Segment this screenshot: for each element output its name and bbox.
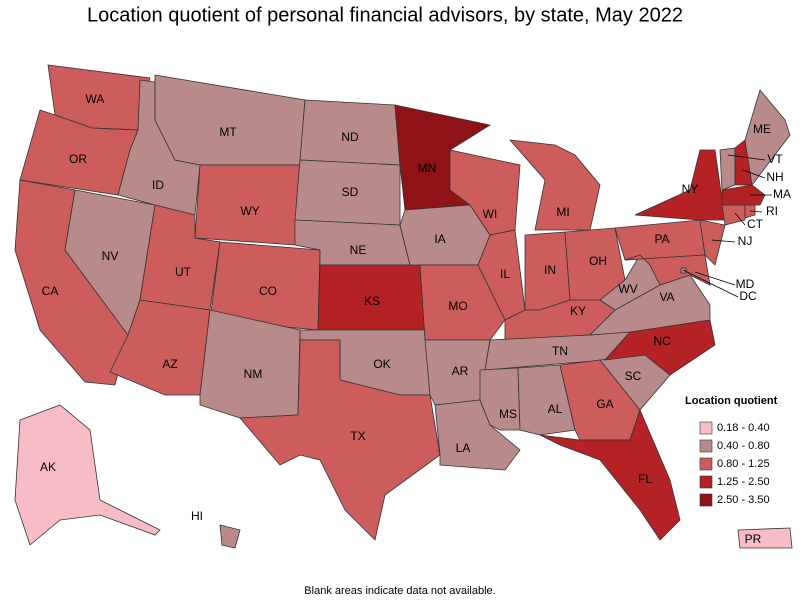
state-label: DC bbox=[739, 289, 757, 303]
state-label: OH bbox=[589, 254, 607, 268]
legend-swatch bbox=[699, 421, 713, 435]
state-label: CO bbox=[259, 284, 277, 298]
state-label: ME bbox=[753, 122, 771, 136]
state-label: FL bbox=[638, 472, 652, 486]
state bbox=[154, 74, 306, 166]
state-label: NJ bbox=[738, 234, 753, 248]
state-label: NH bbox=[766, 170, 783, 184]
state-label: IN bbox=[544, 263, 556, 277]
legend-label: 0.80 - 1.25 bbox=[717, 458, 770, 470]
state-label: KY bbox=[570, 304, 586, 318]
footnote: Blank areas indicate data not available. bbox=[304, 585, 495, 597]
state-labels: WA OR CA NV ID MT WY UT AZ CO NM ND SD NE KS OK TX MN IA MO… bbox=[40, 92, 791, 546]
state-label: NV bbox=[102, 249, 119, 263]
state-label: WA bbox=[86, 92, 105, 106]
state-label: CA bbox=[42, 284, 59, 298]
state bbox=[219, 524, 241, 549]
leader-line bbox=[734, 212, 746, 226]
state bbox=[14, 404, 161, 546]
state-label: PR bbox=[745, 532, 762, 546]
state-label: OK bbox=[373, 357, 390, 371]
state-label: NM bbox=[244, 367, 263, 381]
state-label: MT bbox=[219, 125, 237, 139]
state-label: NC bbox=[653, 334, 671, 348]
state bbox=[719, 147, 736, 191]
leader-line bbox=[682, 269, 739, 298]
state-label: TN bbox=[552, 344, 568, 358]
legend-swatch bbox=[699, 457, 713, 471]
state-label: IA bbox=[434, 232, 445, 246]
state bbox=[539, 408, 681, 541]
state bbox=[239, 339, 441, 541]
state-label: GA bbox=[596, 397, 613, 411]
state-label: UT bbox=[175, 265, 192, 279]
state-label: PA bbox=[654, 232, 669, 246]
state-label: TX bbox=[350, 429, 365, 443]
state-label: OR bbox=[69, 152, 87, 166]
state-label: VA bbox=[659, 290, 674, 304]
state-label: WY bbox=[240, 204, 259, 218]
map-title: Location quotient of personal financial … bbox=[87, 4, 683, 26]
state-label: AK bbox=[40, 460, 56, 474]
state bbox=[419, 264, 506, 341]
state-label: RI bbox=[766, 204, 778, 218]
state bbox=[744, 89, 791, 186]
leader-line bbox=[749, 210, 763, 213]
leader-line bbox=[742, 169, 766, 179]
state bbox=[517, 364, 576, 436]
legend-label: 0.40 - 0.80 bbox=[717, 440, 770, 452]
state-label: HI bbox=[191, 509, 203, 523]
state bbox=[737, 527, 793, 549]
legend-swatch bbox=[699, 493, 713, 507]
state-label: NY bbox=[682, 182, 699, 196]
legend-label: 2.50 - 3.50 bbox=[717, 494, 770, 506]
leader-line bbox=[727, 154, 766, 161]
leader-line bbox=[711, 239, 736, 243]
state-label: SC bbox=[625, 369, 642, 383]
state-label: MO bbox=[448, 299, 467, 313]
state-label: NE bbox=[350, 243, 367, 257]
legend-swatch bbox=[699, 439, 713, 453]
state-label: WV bbox=[618, 282, 637, 296]
state-label: WI bbox=[483, 207, 498, 221]
state-label: KS bbox=[364, 294, 380, 308]
state-label: AL bbox=[548, 402, 563, 416]
states bbox=[14, 64, 793, 549]
state bbox=[721, 184, 766, 206]
leader-line bbox=[694, 271, 736, 286]
state-label: ID bbox=[152, 178, 164, 192]
legend-label: 1.25 - 2.50 bbox=[717, 476, 770, 488]
state-label: MD bbox=[736, 277, 755, 291]
state-label: SD bbox=[342, 185, 359, 199]
state-label: AR bbox=[452, 364, 469, 378]
state bbox=[699, 219, 726, 266]
state-label: CT bbox=[747, 217, 764, 231]
state-label: MA bbox=[773, 187, 791, 201]
state-label: AZ bbox=[162, 357, 177, 371]
legend-title: Location quotient bbox=[685, 395, 778, 407]
legend-swatch bbox=[699, 475, 713, 489]
legend-label: 0.18 - 0.40 bbox=[717, 422, 770, 434]
state-label: MN bbox=[418, 161, 437, 175]
state-label: MI bbox=[556, 205, 569, 219]
state bbox=[744, 204, 756, 219]
state-label: ND bbox=[341, 130, 359, 144]
state-label: MS bbox=[499, 407, 517, 421]
state-label: IL bbox=[500, 267, 510, 281]
state-label: LA bbox=[456, 441, 471, 455]
state bbox=[721, 204, 746, 226]
state bbox=[624, 254, 711, 286]
state bbox=[509, 139, 601, 231]
state bbox=[634, 149, 726, 221]
state-label: VT bbox=[767, 152, 783, 166]
